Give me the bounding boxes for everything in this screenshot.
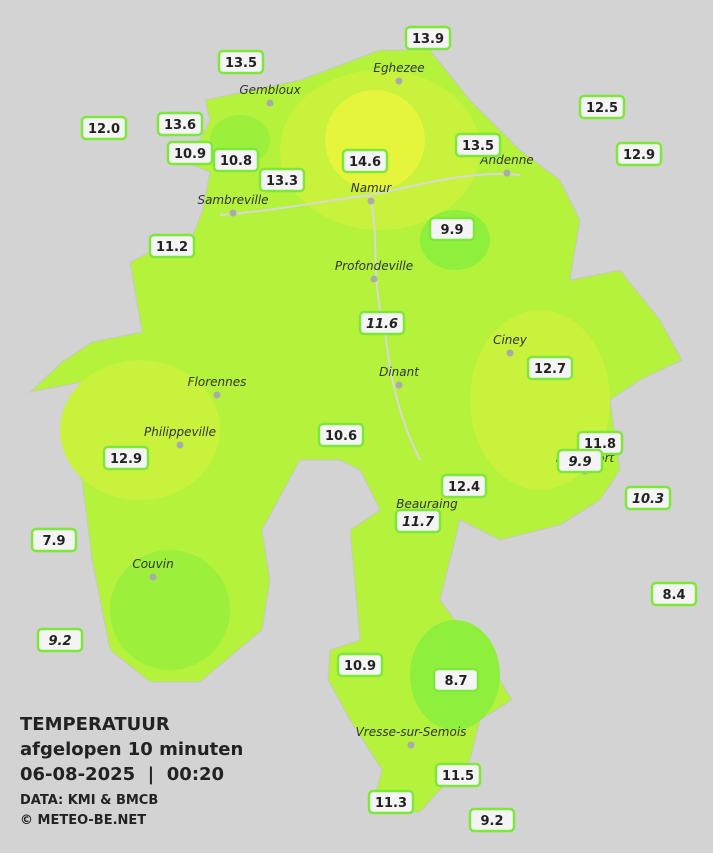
station-box [258,167,306,193]
station-value: 12.9 [623,148,655,163]
station-value: 13.6 [164,118,196,133]
town-dot [149,573,157,581]
credit: © METEO-BE.NET [20,813,146,828]
town-dot [506,349,514,357]
station-box [212,147,260,173]
station-value: 12.5 [586,101,618,116]
station-box [526,355,574,381]
town-dot [407,741,415,749]
station-box [432,667,480,693]
station-box [367,789,415,815]
town-dot [395,77,403,85]
station-value: 12.0 [88,122,120,137]
station-value: 13.5 [462,139,494,154]
station-box [36,627,84,653]
station-value: 11.5 [442,769,474,784]
station-box [428,216,476,242]
station-box [404,25,452,51]
station-value: 10.3 [632,492,664,507]
station-value: 11.6 [366,317,398,332]
towns: EghezeeGemblouxAndenneNamurSambrevillePr… [132,61,616,749]
station-box [578,94,626,120]
title: TEMPERATUUR [20,714,170,735]
town-dot [213,391,221,399]
station-value: 12.4 [448,480,480,495]
station-value: 13.3 [266,174,298,189]
station-box [148,233,196,259]
town-label: Profondeville [335,259,413,273]
station-box [624,485,672,511]
station-value: 13.5 [225,56,257,71]
town-label: Florennes [188,375,247,389]
town-label: Dinant [379,365,420,379]
station-box [358,310,406,336]
town-dot [229,209,237,217]
station-box [468,807,516,833]
station-value: 12.9 [110,452,142,467]
station-box [102,445,150,471]
station-box [556,448,604,474]
town-dot [395,381,403,389]
station-value: 10.9 [344,659,376,674]
station-value: 9.9 [568,455,591,470]
town-label: Sambreville [197,193,268,207]
station-box [317,422,365,448]
station-box [615,141,663,167]
station-box [336,652,384,678]
town-label: Philippeville [144,425,216,439]
town-label: Vresse-sur-Semois [356,725,467,739]
station-value: 11.7 [402,515,435,530]
source: DATA: KMI & BMCB [20,793,158,808]
station-box [341,148,389,174]
town-dot [266,99,274,107]
datetime: 06-08-2025 | 00:20 [20,764,224,785]
station-value: 11.8 [584,437,616,452]
town-label: Eghezee [373,61,424,75]
warm-zone [470,310,610,490]
station-box [217,49,265,75]
town-label: Ciney [493,333,528,347]
station-value: 10.9 [174,147,206,162]
station-value: 14.6 [349,155,381,170]
warm-core [325,90,425,190]
station-box [166,140,214,166]
station-box [80,115,128,141]
station-value: 8.7 [444,674,467,689]
town-dot [503,169,511,177]
station-value: 8.4 [662,588,685,603]
station-box [156,111,204,137]
town-label: Gembloux [239,83,301,97]
town-label: Beauraing [396,497,458,511]
station-box [394,508,442,534]
station-box [434,762,482,788]
station-box [440,473,488,499]
station-value: 12.7 [534,362,566,377]
cool-zone [110,550,230,670]
station-value: 13.9 [412,32,444,47]
station-value: 10.6 [325,429,357,444]
warm-zone [60,360,220,500]
station-value: 7.9 [42,534,65,549]
town-label: Couvin [132,557,173,571]
station-value: 10.8 [220,154,252,169]
town-label: Namur [351,181,393,195]
station-value: 11.2 [156,240,188,255]
subtitle: afgelopen 10 minuten [20,739,243,760]
station-value: 9.2 [48,634,71,649]
station-value: 9.9 [440,223,463,238]
town-dot [370,275,378,283]
station-box [650,581,698,607]
station-value: 9.2 [480,814,503,829]
station-box [30,527,78,553]
town-dot [176,441,184,449]
town-dot [367,197,375,205]
station-box [454,132,502,158]
station-value: 11.3 [375,796,407,811]
stations: 13.9 13.5 12.0 13.6 12.5 10.9 10.8 13.3 14.6 13.5… [30,25,698,833]
